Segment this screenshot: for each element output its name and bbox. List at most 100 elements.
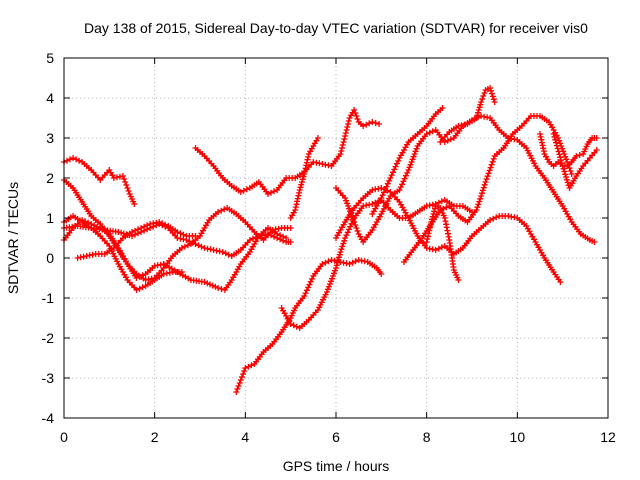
data-point — [80, 253, 87, 260]
data-point — [177, 230, 184, 237]
data-point — [488, 161, 495, 168]
data-point — [136, 285, 143, 292]
data-point — [554, 145, 561, 152]
data-point — [443, 204, 450, 211]
data-point — [156, 219, 163, 225]
data-point — [485, 170, 492, 177]
data-point — [245, 363, 252, 370]
data-point — [473, 207, 480, 213]
data-point — [511, 214, 518, 221]
data-point — [233, 389, 240, 395]
series-arc-15 — [423, 203, 462, 283]
data-point — [290, 322, 297, 329]
data-point — [557, 279, 564, 285]
data-point — [342, 195, 349, 201]
data-point — [343, 232, 350, 239]
data-point — [488, 87, 494, 94]
y-tick-label: 0 — [46, 250, 54, 266]
data-point — [558, 160, 565, 167]
data-point — [479, 96, 486, 102]
data-point — [178, 269, 185, 275]
data-point — [303, 287, 310, 294]
data-point — [207, 246, 214, 253]
data-point — [115, 229, 122, 235]
data-point — [402, 172, 409, 179]
data-point — [180, 231, 187, 238]
data-point — [372, 120, 379, 126]
data-point — [481, 90, 488, 96]
data-point — [355, 257, 362, 263]
data-point — [481, 181, 488, 188]
data-point — [484, 114, 491, 121]
data-point — [382, 186, 389, 193]
data-point — [222, 250, 229, 257]
data-point — [204, 280, 211, 287]
data-point — [301, 168, 308, 175]
data-point — [283, 235, 290, 241]
data-point — [298, 181, 305, 188]
data-point — [410, 153, 417, 160]
y-axis-label: SDTVAR / TECUs — [5, 182, 21, 294]
data-point — [287, 225, 294, 231]
data-point — [349, 259, 356, 266]
data-point — [563, 156, 570, 163]
data-point — [327, 281, 333, 287]
data-point — [343, 127, 350, 133]
data-point — [151, 263, 158, 269]
data-point — [351, 107, 358, 113]
data-point — [123, 182, 130, 188]
data-point — [489, 93, 496, 100]
data-point — [325, 162, 332, 169]
data-point — [293, 323, 300, 330]
series-arc-1 — [61, 155, 138, 207]
y-tick-labels: -4 -3 -2 -1 0 1 2 3 4 5 — [42, 50, 55, 426]
data-point — [538, 139, 545, 146]
data-point — [428, 219, 435, 225]
x-tick-labels: 0 2 4 6 8 10 12 — [60, 429, 616, 445]
data-point — [118, 229, 125, 236]
data-point — [339, 145, 345, 151]
data-point — [455, 123, 462, 129]
data-point — [411, 151, 418, 157]
x-tick-label: 2 — [151, 429, 159, 445]
data-point — [475, 109, 481, 116]
data-point — [344, 124, 351, 130]
data-point — [302, 290, 309, 297]
data-point — [328, 257, 335, 263]
data-point — [479, 187, 486, 194]
data-point — [480, 184, 487, 191]
data-point — [561, 168, 568, 175]
data-point — [479, 190, 485, 197]
data-point — [493, 214, 500, 221]
data-point — [73, 156, 80, 163]
series-arc-18 — [550, 131, 600, 191]
data-point — [322, 259, 329, 266]
data-point — [401, 175, 408, 182]
data-point — [557, 154, 564, 161]
data-point — [294, 198, 301, 205]
data-point — [383, 183, 390, 190]
data-point — [591, 239, 598, 245]
data-point — [125, 188, 132, 194]
data-point — [275, 225, 282, 232]
data-point — [218, 286, 225, 292]
data-point — [119, 173, 126, 179]
series-arc-16 — [437, 85, 498, 145]
data-point — [352, 110, 359, 116]
data-point — [76, 157, 83, 164]
data-point — [429, 246, 436, 253]
x-tick-label: 0 — [60, 429, 68, 445]
data-point — [563, 174, 570, 180]
data-point — [271, 188, 277, 195]
data-point — [396, 187, 403, 193]
data-point — [386, 177, 393, 184]
x-tick-label: 4 — [241, 429, 249, 445]
data-point — [271, 233, 277, 240]
data-point — [353, 225, 360, 231]
data-point — [338, 246, 345, 253]
data-point — [340, 139, 347, 145]
data-point — [490, 155, 497, 162]
data-point — [550, 131, 557, 137]
data-point — [345, 203, 352, 209]
data-point — [556, 151, 563, 158]
